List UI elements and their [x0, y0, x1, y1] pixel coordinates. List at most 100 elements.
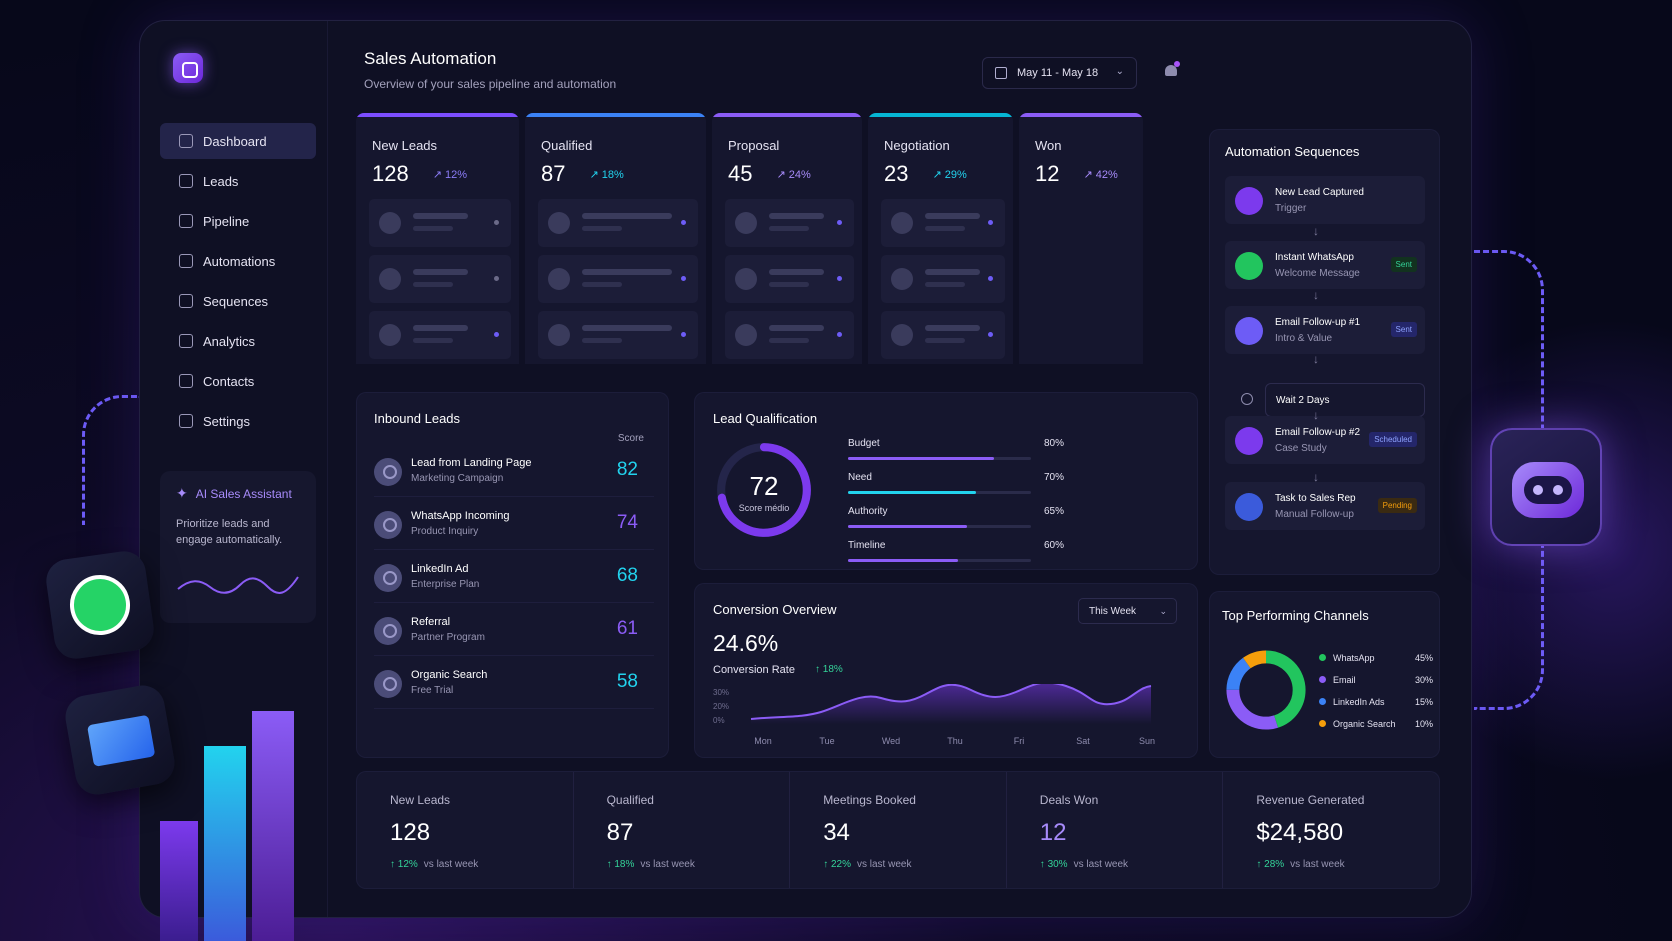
lead-card[interactable]: [725, 199, 854, 247]
stage-stats: 12 ↗ 42%: [1035, 161, 1143, 187]
lead-card[interactable]: [881, 255, 1005, 303]
arrow-down-icon: ↓: [1313, 288, 1319, 302]
avatar: [374, 670, 402, 698]
envelope-icon: [86, 714, 156, 767]
status-badge: Pending: [1377, 498, 1417, 513]
lead-score: 68: [616, 565, 638, 586]
sidebar: Dashboard Leads Pipeline Automations Sequenc…: [140, 21, 328, 917]
pipeline-stage-qualified[interactable]: Qualified 87 ↗ 18%: [525, 113, 706, 364]
lead-card[interactable]: [369, 255, 511, 303]
avatar: [374, 458, 402, 486]
criterion-percent: 60%: [1044, 540, 1065, 551]
stat-value: 12: [1039, 819, 1067, 846]
summary-stats-bar: New Leads 128 ↑ 12% vs last week Qualified 87…: [356, 771, 1440, 889]
lead-card[interactable]: [538, 311, 698, 359]
app-logo[interactable]: [173, 53, 203, 83]
conversion-rate: 24.6%: [713, 630, 779, 656]
automation-step[interactable]: New Lead Captured Trigger: [1225, 176, 1425, 224]
trend-up-icon: ↗: [776, 168, 789, 181]
lead-card[interactable]: [881, 311, 1005, 359]
stat-change: ↑ 28% vs last week: [1256, 859, 1406, 870]
avatar: [374, 564, 402, 592]
lead-card[interactable]: [725, 255, 854, 303]
x-tick: Mon: [754, 736, 772, 746]
placeholder-line: [925, 325, 980, 331]
pipeline-stage-proposal[interactable]: Proposal 45 ↗ 24%: [712, 113, 862, 364]
sidebar-item-automations[interactable]: Automations: [160, 243, 316, 279]
pipeline-stage-won[interactable]: Won 12 ↗ 42%: [1019, 113, 1143, 364]
wait-step[interactable]: Wait 2 Days: [1265, 383, 1425, 417]
stage-accent-bar: [1019, 113, 1143, 117]
stage-count: 23: [884, 161, 909, 186]
avatar: [548, 268, 570, 290]
bell-icon[interactable]: [1163, 61, 1180, 79]
lead-row[interactable]: Lead from Landing Page Marketing Campaign…: [374, 445, 654, 497]
lead-card[interactable]: [369, 311, 511, 359]
sidebar-item-dashboard[interactable]: Dashboard: [160, 123, 316, 159]
lead-row[interactable]: WhatsApp Incoming Product Inquiry 74: [374, 498, 654, 550]
status-dot: [681, 220, 686, 225]
pipeline-stage-new-leads[interactable]: New Leads 128 ↗ 12%: [356, 113, 519, 364]
sidebar-item-settings[interactable]: Settings: [160, 403, 316, 439]
arrow-down-icon: ↓: [1313, 352, 1319, 366]
stat-change: ↑ 30% vs last week: [1040, 859, 1190, 870]
placeholder-line: [769, 325, 824, 331]
lead-qualification-panel: Lead Qualification 72 Score médio Budget…: [694, 392, 1198, 570]
legend-dot: [1319, 654, 1326, 661]
lead-row[interactable]: Referral Partner Program 61: [374, 604, 654, 656]
status-badge: Sent: [1390, 257, 1417, 272]
step-subtitle: Trigger: [1275, 203, 1307, 214]
period-select[interactable]: This Week ⌄: [1078, 598, 1177, 624]
avatar: [891, 212, 913, 234]
automation-title: Automation Sequences: [1225, 144, 1360, 159]
user-plus-icon: [1235, 187, 1263, 215]
pipeline-stage-negotiation[interactable]: Negotiation 23 ↗ 29%: [868, 113, 1013, 364]
sidebar-item-contacts[interactable]: Contacts: [160, 363, 316, 399]
sidebar-item-analytics[interactable]: Analytics: [160, 323, 316, 359]
criterion-track: [848, 559, 1031, 562]
stage-accent-bar: [525, 113, 706, 117]
user-icon: [1235, 493, 1263, 521]
stage-cards: [356, 199, 519, 359]
avatar: [379, 212, 401, 234]
lead-name: Lead from Landing Page: [411, 457, 532, 469]
stat-change-suffix: vs last week: [856, 859, 912, 870]
stage-name: Qualified: [541, 138, 593, 153]
lead-card[interactable]: [725, 311, 854, 359]
legend-label: Organic Search: [1333, 719, 1396, 729]
status-dot: [681, 332, 686, 337]
automation-step[interactable]: Task to Sales Rep Manual Follow-up Pending: [1225, 482, 1425, 530]
step-title: Task to Sales Rep: [1275, 493, 1356, 504]
sidebar-item-sequences[interactable]: Sequences: [160, 283, 316, 319]
placeholder-line: [413, 269, 468, 275]
lead-card[interactable]: [538, 199, 698, 247]
lead-card[interactable]: [369, 199, 511, 247]
date-range-picker[interactable]: May 11 - May 18 ⌄: [982, 57, 1137, 89]
placeholder-line: [582, 325, 672, 331]
stage-stats: 87 ↗ 18%: [541, 161, 706, 187]
qualification-title: Lead Qualification: [713, 411, 818, 426]
automation-step[interactable]: Instant WhatsApp Welcome Message Sent: [1225, 241, 1425, 289]
lead-card[interactable]: [538, 255, 698, 303]
stage-cards: [868, 199, 1013, 359]
sidebar-item-pipeline[interactable]: Pipeline: [160, 203, 316, 239]
avatar: [891, 268, 913, 290]
stat-change-suffix: vs last week: [423, 859, 479, 870]
sidebar-item-leads[interactable]: Leads: [160, 163, 316, 199]
assistant-wave-icon: [177, 576, 299, 594]
lead-card[interactable]: [881, 199, 1005, 247]
automation-step[interactable]: Email Follow-up #1 Intro & Value Sent: [1225, 306, 1425, 354]
criterion-need: Need 70%: [848, 472, 1066, 494]
dashboard-icon: [179, 134, 193, 148]
stat-change-value: 30%: [1047, 859, 1068, 870]
mail-icon: [1235, 427, 1263, 455]
lead-row[interactable]: LinkedIn Ad Enterprise Plan 68: [374, 551, 654, 603]
page-header: Sales Automation Overview of your sales …: [364, 49, 616, 91]
ai-assistant-card[interactable]: ✦ AI Sales Assistant Prioritize leads and…: [160, 471, 316, 623]
status-dot: [681, 276, 686, 281]
step-title: New Lead Captured: [1275, 187, 1364, 198]
lead-score: 58: [616, 671, 638, 692]
automation-step[interactable]: Email Follow-up #2 Case Study Scheduled: [1225, 416, 1425, 464]
step-subtitle: Case Study: [1275, 443, 1327, 454]
lead-row[interactable]: Organic Search Free Trial 58: [374, 657, 654, 709]
